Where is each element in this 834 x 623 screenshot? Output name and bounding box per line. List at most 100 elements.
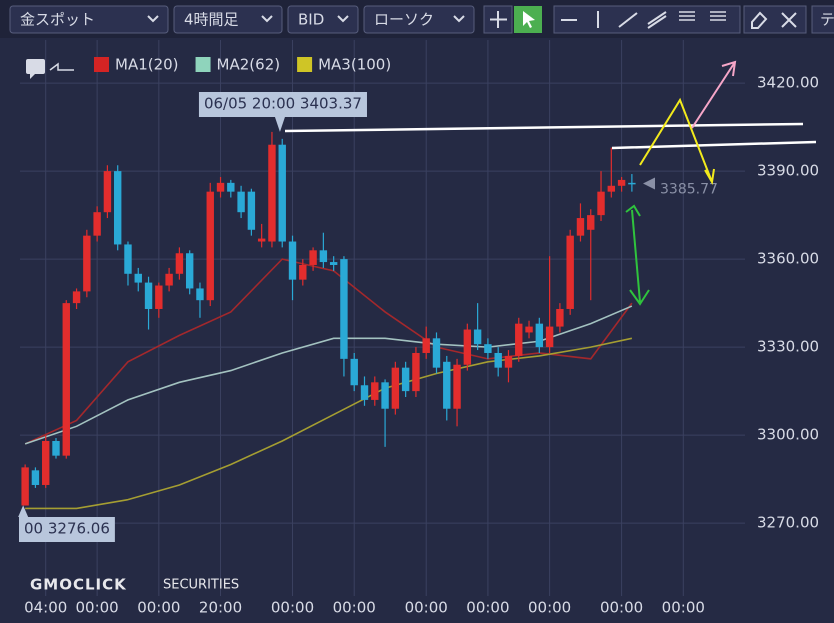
annotation-box bbox=[19, 517, 115, 542]
fib-icons bbox=[679, 11, 726, 21]
candle-body bbox=[494, 352, 502, 368]
x-tick-label: 00:00 bbox=[271, 599, 314, 617]
candle-body bbox=[247, 191, 256, 230]
candle-body bbox=[103, 171, 112, 213]
candle-body bbox=[515, 323, 523, 356]
candle-body bbox=[268, 144, 276, 242]
x-tick-label: 00:00 bbox=[333, 599, 376, 617]
candle-body bbox=[299, 264, 307, 280]
moving-average bbox=[25, 337, 633, 510]
dropdowns: 金スポット 4時間足 BID ローソク bbox=[9, 5, 475, 34]
green-arrow bbox=[625, 204, 650, 306]
candle-body bbox=[350, 358, 358, 386]
chevrons bbox=[147, 15, 465, 23]
dropdown[interactable] bbox=[9, 5, 169, 34]
pink-arrow bbox=[691, 60, 737, 129]
dropdown-label: ローソク bbox=[374, 11, 434, 29]
erase-icons bbox=[751, 11, 797, 29]
candle-body bbox=[42, 440, 50, 485]
candle-body bbox=[62, 303, 70, 456]
candle-body bbox=[525, 326, 533, 333]
candle-body bbox=[134, 273, 142, 283]
dropdown[interactable] bbox=[363, 5, 475, 34]
x-tick-label: 00:00 bbox=[466, 599, 509, 617]
cut-label: テ bbox=[820, 11, 834, 29]
legend-swatch bbox=[195, 57, 211, 72]
dropdown-label: 金スポット bbox=[20, 11, 95, 29]
candle-body bbox=[556, 308, 564, 327]
dropdown-label: BID bbox=[298, 11, 324, 29]
candle-body bbox=[401, 367, 410, 392]
annotation-box bbox=[198, 92, 367, 117]
candle-body bbox=[443, 361, 451, 409]
candle-body bbox=[473, 329, 482, 345]
logo-sub: SECURITIES bbox=[163, 578, 239, 593]
candle-body bbox=[93, 212, 101, 236]
candle-body bbox=[257, 238, 266, 242]
logo-brand: GMOCLICK bbox=[30, 576, 127, 594]
candle-body bbox=[21, 467, 29, 506]
candle-body bbox=[113, 171, 122, 245]
candle-body bbox=[607, 185, 616, 192]
drawing-tools[interactable] bbox=[553, 5, 741, 34]
legend-label: MA1(20) bbox=[115, 56, 179, 74]
dropdown[interactable] bbox=[173, 5, 283, 34]
crosshair-icon bbox=[490, 11, 507, 28]
candle-body bbox=[329, 262, 338, 265]
yellow-arrow bbox=[639, 97, 715, 185]
candle-body bbox=[196, 288, 204, 301]
candle-body bbox=[144, 282, 153, 309]
candle-body bbox=[566, 235, 574, 309]
candle-body bbox=[52, 440, 60, 456]
collapse-icon bbox=[49, 62, 74, 71]
candle-body bbox=[453, 364, 461, 409]
candle-body bbox=[432, 338, 441, 368]
candle-body bbox=[576, 218, 585, 236]
candle-body bbox=[587, 215, 595, 230]
candle-body bbox=[288, 241, 297, 280]
candle-body bbox=[504, 355, 513, 368]
y-tick-label: 3420.00 bbox=[757, 74, 819, 92]
x-tick-label: 00:00 bbox=[600, 599, 643, 617]
x-tick-label: 04:00 bbox=[24, 599, 67, 617]
candle-body bbox=[237, 191, 245, 213]
candle-body bbox=[381, 382, 389, 409]
dropdown[interactable] bbox=[287, 5, 359, 34]
chart-icons bbox=[26, 59, 74, 79]
price-annotation: 00 3276.06 bbox=[24, 520, 110, 538]
x-tick-label: 00:00 bbox=[76, 599, 119, 617]
candle-body bbox=[617, 179, 626, 186]
candle-body bbox=[360, 385, 369, 400]
candle-body bbox=[309, 250, 317, 265]
annotation-pointer bbox=[18, 505, 29, 517]
y-tick-label: 3270.00 bbox=[757, 514, 819, 532]
annotation-pointer bbox=[274, 117, 285, 132]
candle-body bbox=[83, 235, 91, 292]
x-tick-label: 00:00 bbox=[137, 599, 180, 617]
x-tick-label: 00:00 bbox=[662, 599, 705, 617]
candle-body bbox=[206, 191, 214, 301]
legend-swatch bbox=[297, 57, 313, 72]
candle-body bbox=[597, 191, 605, 216]
candle-body bbox=[422, 338, 430, 353]
candle-body bbox=[165, 273, 173, 286]
candle-body bbox=[31, 470, 40, 485]
candle-body bbox=[319, 250, 328, 263]
y-tick-label: 3300.00 bbox=[757, 426, 819, 444]
candle-body bbox=[463, 329, 472, 365]
candle-body bbox=[371, 382, 379, 400]
line-icons bbox=[561, 11, 667, 29]
candle-body bbox=[484, 344, 492, 353]
candle-body bbox=[391, 367, 400, 409]
resistance-lines bbox=[284, 122, 817, 150]
y-tick-label: 3390.00 bbox=[757, 162, 819, 180]
x-tick-label: 00:00 bbox=[528, 599, 571, 617]
candle-body bbox=[216, 182, 225, 192]
x-tick-label: 00:00 bbox=[405, 599, 448, 617]
more-button[interactable] bbox=[811, 5, 834, 34]
legend-swatch bbox=[94, 57, 109, 72]
candle-body bbox=[545, 326, 554, 348]
legend-label: MA2(62) bbox=[217, 56, 281, 74]
